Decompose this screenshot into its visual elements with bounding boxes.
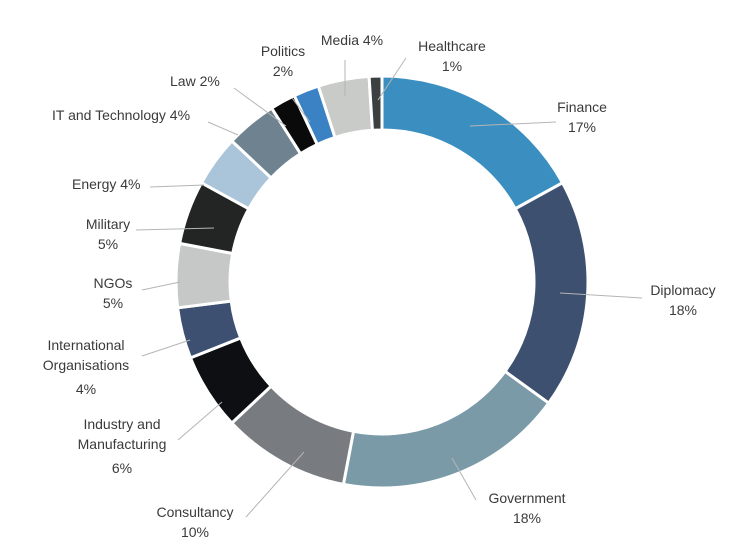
label-line: 10% [181,524,209,540]
slice-government [341,369,551,490]
label-line: 1% [442,58,462,74]
label-law: Law 2% [170,73,220,89]
label-line: 4% [76,381,96,397]
label-line: 5% [98,236,118,252]
leader-industry-and-manufacturing [177,401,223,441]
label-line: 18% [669,302,697,318]
label-line: Politics [261,43,305,59]
donut-slices [174,74,590,490]
label-line: Organisations [43,357,129,373]
label-line: 18% [513,510,541,526]
label-it-and-technology: IT and Technology 4% [52,107,190,123]
leader-government [451,457,477,501]
label-line: IT and Technology 4% [52,107,190,123]
label-line: Manufacturing [78,436,167,452]
label-military: Military 5% [86,216,130,252]
label-line: International [47,337,124,353]
label-media: Media 4% [321,32,383,48]
label-line: NGOs [94,275,133,291]
leader-energy [149,184,205,188]
label-consultancy: Consultancy 10% [156,504,233,540]
label-line: Consultancy [156,504,233,520]
leader-finance [469,121,557,127]
label-industry-and-manufacturing: Industry and Manufacturing 6% [78,416,167,476]
leader-military [135,227,215,231]
leader-it-and-technology [207,121,239,136]
slice-healthcare [367,74,384,132]
label-government: Government 18% [488,490,565,526]
label-politics: Politics 2% [261,43,305,79]
leader-consultancy [245,451,305,518]
slice-finance [380,74,565,211]
label-line: Energy 4% [72,176,140,192]
leader-diplomacy [559,292,643,299]
leader-healthcare [377,57,407,101]
leader-politics [291,97,311,123]
label-finance: Finance 17% [557,99,607,135]
label-line: 17% [568,119,596,135]
label-line: Industry and [83,416,160,432]
leader-international-organisations [141,339,191,357]
label-line: Government [488,490,565,506]
label-line: Finance [557,99,607,115]
leader-law [233,87,287,127]
slice-labels: Finance 17% Diplomacy 18% Government 18% Consu… [43,32,716,540]
label-line: 6% [112,460,132,476]
label-energy: Energy 4% [72,176,140,192]
label-ngos: NGOs 5% [94,275,133,311]
label-line: 2% [273,63,293,79]
label-diplomacy: Diplomacy 18% [650,282,715,318]
label-line: Media 4% [321,32,383,48]
label-line: Healthcare [418,38,486,54]
label-line: 5% [103,295,123,311]
leader-lines [135,57,643,518]
leader-ngos [141,281,181,291]
slice-diplomacy [502,180,590,406]
label-line: Military [86,216,130,232]
label-healthcare: Healthcare 1% [418,38,486,74]
label-international-organisations: International Organisations 4% [43,337,129,397]
label-line: Diplomacy [650,282,715,298]
label-line: Law 2% [170,73,220,89]
